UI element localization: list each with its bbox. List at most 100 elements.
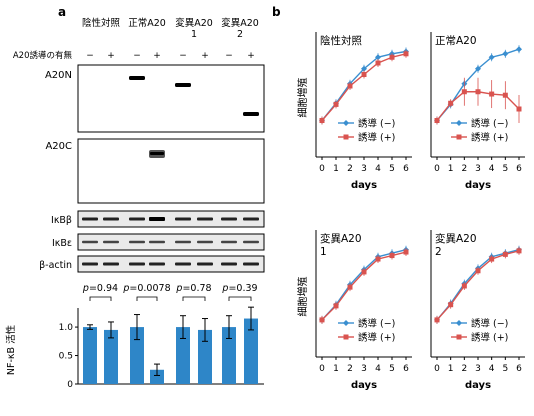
growth-x-tick-label: 6 — [403, 164, 409, 174]
growth-x-tick-label: 5 — [389, 164, 395, 174]
growth-point — [448, 302, 454, 308]
growth-x-tick-label: 3 — [361, 164, 367, 174]
p-value: p=0.78 — [175, 283, 211, 294]
growth-chart-title: 1 — [320, 246, 327, 258]
blot-ikbe — [77, 233, 265, 251]
p-value: p=0.0078 — [122, 283, 170, 294]
p-bracket — [228, 296, 252, 301]
growth-point — [361, 269, 367, 275]
growth-x-axis-label: days — [465, 180, 491, 191]
blot-band — [149, 240, 165, 244]
p-bracket — [89, 296, 112, 301]
growth-point — [475, 89, 481, 95]
growth-point — [502, 92, 508, 98]
blot-band — [221, 262, 237, 266]
legend-swatch-marker — [456, 120, 462, 126]
growth-x-tick-label: 0 — [319, 364, 325, 374]
growth-point — [403, 249, 409, 255]
blot-band — [221, 240, 237, 244]
growth-point — [347, 83, 353, 89]
growth-chart-title: 2 — [435, 246, 442, 258]
growth-x-axis-label: days — [351, 180, 377, 191]
growth-series-line — [321, 50, 407, 121]
blot-band — [197, 262, 213, 266]
blot-band — [243, 217, 259, 221]
bar — [244, 318, 258, 384]
growth-point — [489, 91, 495, 97]
growth-point — [461, 89, 467, 95]
growth-x-tick-label: 5 — [502, 364, 508, 374]
growth-x-tick-label: 0 — [434, 164, 440, 174]
blot-band — [197, 217, 213, 221]
blot-a20c — [77, 138, 265, 204]
lane-sign: − — [225, 51, 233, 61]
growth-point — [502, 251, 508, 257]
p-value: p=0.94 — [82, 283, 118, 294]
legend-swatch-marker — [343, 320, 349, 326]
blot-actin — [77, 255, 265, 273]
blot-band — [221, 217, 237, 221]
blot-band — [82, 217, 98, 221]
blot-band — [103, 217, 119, 221]
legend-swatch-marker — [456, 134, 462, 140]
growth-x-tick-label: 2 — [461, 164, 467, 174]
growth-point — [434, 118, 440, 123]
growth-point — [375, 256, 381, 262]
growth-x-tick-label: 1 — [448, 364, 454, 374]
growth-chart-title: 陰性対照 — [320, 34, 362, 47]
blot-band — [129, 217, 145, 221]
blot-band — [129, 240, 145, 244]
growth-point — [403, 51, 409, 57]
bar — [104, 329, 118, 384]
growth-x-axis-label: days — [465, 380, 491, 391]
bar-y-tick-label: 1.0 — [59, 323, 74, 333]
bar — [198, 329, 212, 384]
blot-label: A20C — [45, 141, 72, 152]
growth-x-axis-label: days — [351, 380, 377, 391]
blot-band — [103, 262, 119, 266]
growth-x-tick-label: 5 — [389, 364, 395, 374]
a20n-band — [129, 76, 145, 80]
growth-series-line — [321, 53, 407, 121]
blot-band — [149, 217, 165, 221]
growth-x-tick-label: 3 — [475, 364, 481, 374]
lane-sign: + — [247, 51, 255, 61]
bar — [130, 327, 144, 384]
growth-point — [333, 101, 339, 107]
legend-label: 誘導 (+) — [358, 332, 395, 344]
growth-point — [375, 54, 381, 61]
growth-series-line — [321, 249, 407, 321]
growth-x-tick-label: 6 — [516, 164, 522, 174]
growth-x-tick-label: 4 — [489, 364, 495, 374]
group-header: 1 — [191, 29, 197, 40]
growth-point — [502, 50, 509, 57]
a20n-band — [243, 112, 259, 116]
blot-a20n — [77, 64, 265, 133]
blot-band — [243, 240, 259, 244]
bar-y-tick-label: 0.5 — [59, 352, 73, 362]
growth-point — [489, 256, 495, 262]
blot-band — [175, 262, 191, 266]
induction-row-label: A20誘導の有無 — [13, 50, 73, 61]
growth-point — [319, 317, 325, 323]
blot-band — [175, 240, 191, 244]
legend-swatch-marker — [343, 334, 349, 340]
growth-x-tick-label: 2 — [347, 364, 353, 374]
growth-point — [475, 268, 481, 274]
growth-x-tick-label: 4 — [375, 164, 381, 174]
legend-swatch-marker — [343, 134, 349, 140]
growth-point — [516, 46, 522, 53]
growth-x-tick-label: 4 — [375, 364, 381, 374]
growth-y-axis-label: 細胞増殖 — [296, 78, 309, 118]
growth-x-tick-label: 3 — [361, 364, 367, 374]
growth-x-tick-label: 6 — [516, 364, 522, 374]
panel-b-label: b — [272, 5, 281, 19]
blot-band — [149, 262, 165, 266]
growth-point — [347, 284, 353, 290]
growth-point — [319, 118, 325, 123]
growth-x-tick-label: 1 — [448, 164, 454, 174]
growth-y-axis-label: 細胞増殖 — [296, 277, 309, 317]
